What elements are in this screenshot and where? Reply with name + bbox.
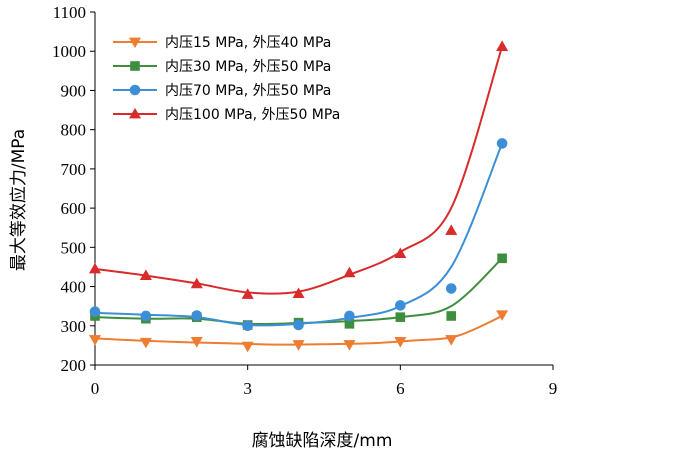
data-point-series-3 bbox=[89, 306, 101, 317]
y-tick-label: 1100 bbox=[53, 3, 86, 22]
axes: 200 300 400 500 600 700 800 900 1000 1100 0 3 6 9 bbox=[52, 3, 557, 398]
series-line-3 bbox=[94, 143, 504, 327]
data-point-series-4 bbox=[394, 247, 407, 259]
data-point-series-1 bbox=[343, 340, 356, 351]
data-point-series-4 bbox=[496, 40, 509, 51]
y-tick-label: 800 bbox=[61, 121, 87, 140]
data-point-series-4 bbox=[292, 287, 305, 299]
x-tick-label: 0 bbox=[91, 379, 100, 398]
data-point-series-1 bbox=[88, 335, 102, 346]
legend-swatch-marker bbox=[128, 107, 142, 119]
data-point-series-4 bbox=[445, 224, 458, 235]
data-point-series-3 bbox=[191, 310, 203, 321]
legend: 内压15 MPa, 外压40 MPa 内压30 MPa, 外压50 MPa 内压70… bbox=[113, 35, 340, 123]
data-point-series-2 bbox=[395, 312, 406, 322]
legend-swatch-marker bbox=[130, 61, 140, 71]
y-tick-label: 500 bbox=[61, 238, 87, 257]
data-point-series-2 bbox=[497, 253, 507, 264]
data-point-series-3 bbox=[496, 138, 508, 149]
data-point-series-1 bbox=[445, 335, 458, 346]
y-tick-label: 200 bbox=[61, 356, 87, 375]
data-point-series-4 bbox=[88, 262, 102, 274]
data-point-series-1 bbox=[190, 337, 203, 348]
x-tick-label: 3 bbox=[243, 379, 252, 398]
data-point-series-3 bbox=[242, 320, 253, 332]
data-point-series-1 bbox=[394, 337, 407, 348]
data-point-series-3 bbox=[293, 319, 304, 331]
y-tick-label: 1000 bbox=[52, 42, 86, 61]
y-tick-label: 300 bbox=[61, 317, 87, 336]
data-point-series-3 bbox=[140, 310, 152, 322]
data-point-series-4 bbox=[241, 288, 254, 299]
legend-swatch-marker bbox=[128, 37, 142, 49]
data-point-series-4 bbox=[190, 277, 203, 289]
data-point-series-4 bbox=[139, 269, 152, 280]
series-line-4 bbox=[94, 46, 504, 295]
y-tick-label: 400 bbox=[61, 278, 87, 297]
data-point-series-1 bbox=[292, 340, 305, 351]
y-tick-label: 700 bbox=[61, 160, 87, 179]
legend-label: 内压30 MPa, 外压50 MPa bbox=[165, 59, 331, 75]
legend-label: 内压100 MPa, 外压50 MPa bbox=[165, 107, 340, 123]
y-axis-title: 最大等效应力/MPa bbox=[9, 129, 29, 271]
legend-label: 内压70 MPa, 外压50 MPa bbox=[165, 83, 331, 99]
series-markers bbox=[88, 40, 509, 353]
data-point-series-4 bbox=[343, 266, 356, 278]
x-axis-title: 腐蚀缺陷深度/mm bbox=[252, 431, 393, 451]
data-point-series-1 bbox=[139, 337, 152, 349]
legend-label: 内压15 MPa, 外压40 MPa bbox=[165, 35, 331, 51]
x-tick-label: 6 bbox=[396, 379, 405, 398]
data-point-series-3 bbox=[395, 300, 406, 311]
data-point-series-3 bbox=[344, 310, 355, 322]
data-point-series-1 bbox=[496, 310, 509, 321]
data-point-series-1 bbox=[241, 341, 254, 353]
data-point-series-2 bbox=[446, 311, 457, 321]
data-point-series-3 bbox=[445, 283, 457, 294]
x-tick-label: 9 bbox=[549, 379, 558, 398]
y-tick-label: 900 bbox=[61, 81, 87, 100]
legend-swatch-marker bbox=[129, 84, 141, 96]
y-tick-label: 600 bbox=[61, 199, 87, 218]
